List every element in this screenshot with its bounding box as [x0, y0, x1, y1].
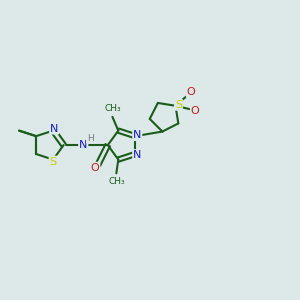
Text: O: O	[187, 87, 196, 97]
Text: CH₃: CH₃	[104, 104, 121, 113]
Text: N: N	[79, 140, 87, 150]
Text: N: N	[50, 124, 58, 134]
Text: S: S	[175, 100, 182, 110]
Text: S: S	[50, 157, 57, 166]
Text: O: O	[191, 106, 200, 116]
Text: H: H	[87, 134, 94, 143]
Text: O: O	[91, 163, 99, 173]
Text: N: N	[133, 150, 142, 160]
Text: CH₃: CH₃	[108, 177, 125, 186]
Text: N: N	[133, 130, 142, 140]
